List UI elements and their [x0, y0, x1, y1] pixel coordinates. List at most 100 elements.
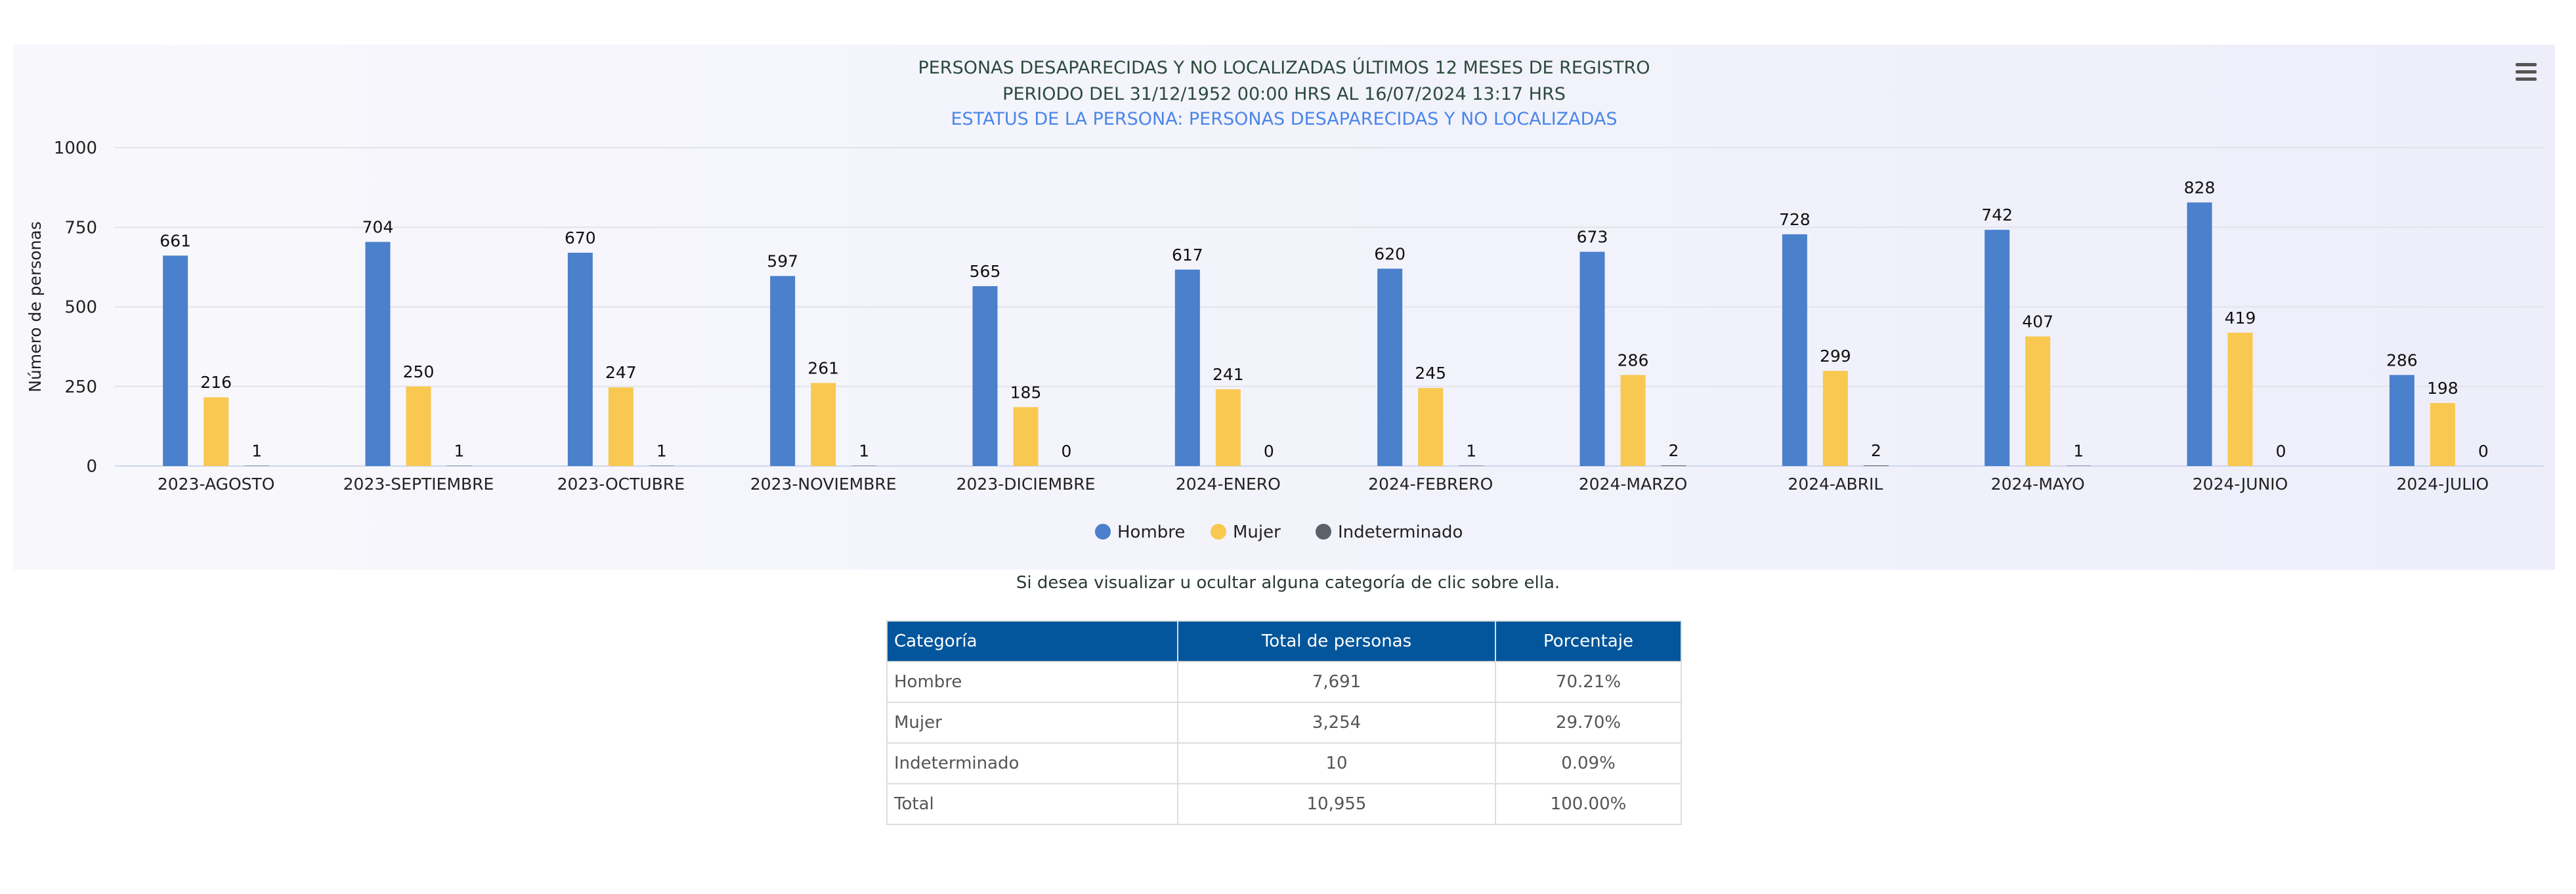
data-label: 250 [403, 362, 435, 381]
data-label: 1 [1466, 442, 1476, 461]
header-porcentaje: Porcentaje [1495, 620, 1682, 662]
y-axis-title: Número de personas [26, 221, 45, 393]
data-label: 704 [362, 218, 394, 237]
x-tick-label: 2024-JUNIO [2193, 475, 2288, 494]
data-label: 198 [2427, 379, 2458, 398]
hamburger-icon [2516, 63, 2537, 66]
data-label: 617 [1172, 245, 1203, 265]
legend-label: Mujer [1233, 522, 1281, 542]
x-tick-label: 2024-MAYO [1991, 475, 2085, 494]
bar-mujer [1822, 370, 1848, 466]
data-label: 1 [656, 442, 667, 461]
bar-mujer [1418, 388, 1444, 466]
bar-mujer [2227, 332, 2253, 466]
data-label: 565 [970, 262, 1001, 281]
data-label: 673 [1577, 228, 1608, 247]
cell-category: Indeterminado [886, 742, 1178, 784]
bar-mujer [204, 397, 229, 466]
data-label: 1 [859, 442, 869, 461]
bar-hombre [365, 242, 391, 466]
data-label: 216 [200, 373, 232, 392]
bar-hombre [1377, 268, 1403, 466]
data-label: 419 [2225, 309, 2256, 328]
chart-title: PERSONAS DESAPARECIDAS Y NO LOCALIZADAS … [918, 58, 1650, 78]
y-tick-label: 1000 [54, 138, 97, 158]
legend-marker-icon [1316, 524, 1331, 540]
y-tick-label: 250 [64, 377, 97, 397]
x-tick-label: 2023-AGOSTO [158, 475, 275, 494]
data-label: 241 [1213, 365, 1244, 384]
table-row: Total 10,955 100.00% [886, 783, 1682, 825]
cell-percent: 70.21% [1495, 661, 1682, 703]
legend-label: Hombre [1117, 522, 1185, 542]
table-row: Indeterminado 10 0.09% [886, 742, 1682, 784]
cell-percent: 100.00% [1495, 783, 1682, 825]
cell-total: 10,955 [1177, 783, 1496, 825]
legend-item-indeterminado[interactable]: Indeterminado [1316, 522, 1463, 542]
data-label: 1 [251, 442, 262, 461]
cell-total: 7,691 [1177, 661, 1496, 703]
legend-marker-icon [1095, 524, 1111, 540]
bar-mujer [1013, 407, 1039, 466]
legend-marker-icon [1211, 524, 1226, 540]
table-row: Hombre 7,691 70.21% [886, 661, 1682, 703]
data-label: 0 [1264, 442, 1274, 461]
data-label: 245 [1415, 364, 1446, 383]
bar-hombre [2187, 202, 2212, 466]
cell-total: 3,254 [1177, 702, 1496, 744]
data-label: 407 [2022, 312, 2053, 331]
data-label: 620 [1374, 244, 1406, 263]
data-label: 0 [2276, 442, 2286, 461]
legend-item-mujer[interactable]: Mujer [1211, 522, 1281, 542]
chart-status-subtitle: ESTATUS DE LA PERSONA: PERSONAS DESAPARE… [951, 109, 1618, 129]
bar-hombre [2389, 375, 2415, 466]
data-label: 286 [1618, 351, 1649, 370]
bar-hombre [567, 253, 593, 466]
chart-menu-button[interactable] [2512, 59, 2541, 85]
bar-indeterminado [1863, 465, 1889, 466]
data-label: 261 [807, 358, 839, 377]
legend-hint: Si desea visualizar u ocultar alguna cat… [1016, 573, 1560, 593]
bar-hombre [1782, 234, 1807, 466]
data-label: 286 [2386, 351, 2418, 370]
bar-hombre [163, 255, 188, 466]
chart-container: PERSONAS DESAPARECIDAS Y NO LOCALIZADAS … [13, 45, 2555, 570]
data-label: 185 [1010, 383, 1042, 402]
cell-percent: 0.09% [1495, 742, 1682, 784]
bar-hombre [1579, 251, 1605, 466]
data-label: 0 [2478, 442, 2489, 461]
bar-hombre [770, 276, 796, 466]
x-tick-label: 2024-ENERO [1176, 475, 1281, 494]
bar-mujer [2025, 336, 2051, 466]
data-label: 299 [1820, 347, 1851, 366]
y-tick-label: 750 [64, 218, 97, 238]
header-total: Total de personas [1177, 620, 1496, 662]
data-label: 1 [2073, 442, 2084, 461]
header-categoria: Categoría [886, 620, 1178, 662]
legend-label: Indeterminado [1338, 522, 1463, 542]
data-label: 670 [565, 228, 596, 247]
bar-mujer [1215, 389, 1241, 466]
cell-percent: 29.70% [1495, 702, 1682, 744]
bar-mujer [406, 386, 431, 466]
bar-mujer [2430, 402, 2455, 466]
x-tick-label: 2024-ABRIL [1788, 475, 1883, 494]
bar-mujer [608, 387, 633, 466]
data-label: 247 [605, 363, 637, 382]
bar-hombre [1174, 269, 1200, 466]
data-label: 742 [1981, 205, 2013, 224]
data-label: 661 [160, 231, 191, 250]
bar-mujer [811, 383, 836, 466]
table-row: Mujer 3,254 29.70% [886, 702, 1682, 744]
legend-item-hombre[interactable]: Hombre [1095, 522, 1185, 542]
cell-category: Hombre [886, 661, 1178, 703]
bar-hombre [1985, 230, 2010, 466]
x-tick-label: 2023-OCTUBRE [557, 475, 685, 494]
data-label: 0 [1062, 442, 1072, 461]
data-label: 597 [767, 251, 798, 270]
y-tick-label: 0 [86, 457, 97, 477]
data-label: 728 [1779, 210, 1811, 229]
cell-total: 10 [1177, 742, 1496, 784]
bar-mujer [1620, 375, 1646, 466]
